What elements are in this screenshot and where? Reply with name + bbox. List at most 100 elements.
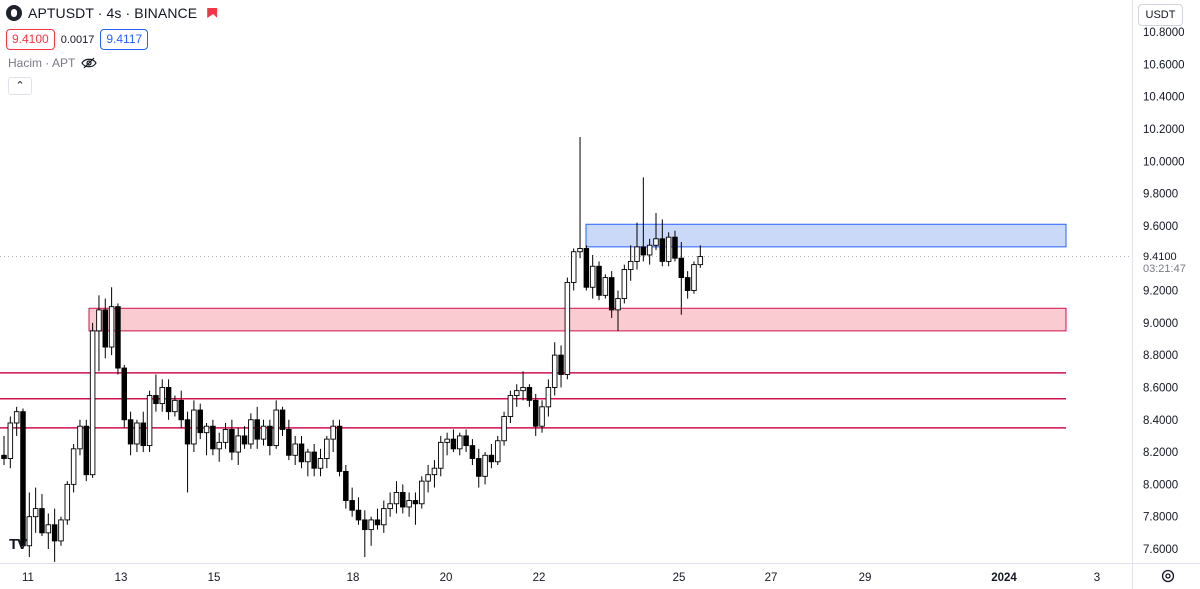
candle-body[interactable] bbox=[197, 409, 203, 434]
candle-body[interactable] bbox=[153, 395, 159, 405]
candle-body[interactable] bbox=[159, 386, 165, 405]
candle-body[interactable] bbox=[476, 458, 482, 477]
candle-body[interactable] bbox=[77, 425, 83, 450]
candle-body[interactable] bbox=[640, 246, 647, 256]
sell-price-button[interactable]: 9.4100 bbox=[6, 29, 55, 50]
candle-body[interactable] bbox=[412, 500, 419, 505]
candle-body[interactable] bbox=[222, 428, 229, 443]
candle-body[interactable] bbox=[355, 509, 362, 521]
candle-body[interactable] bbox=[254, 419, 260, 440]
candle-body[interactable] bbox=[279, 409, 286, 430]
candle-body[interactable] bbox=[184, 419, 191, 445]
supply-zone-rectangle[interactable] bbox=[585, 223, 1067, 248]
candle-body[interactable] bbox=[140, 422, 147, 447]
candle-body[interactable] bbox=[336, 425, 343, 472]
candle-body[interactable] bbox=[532, 399, 539, 427]
candle-body[interactable] bbox=[646, 244, 653, 256]
candle-body[interactable] bbox=[362, 519, 368, 531]
candle-body[interactable] bbox=[89, 330, 96, 476]
candle-body[interactable] bbox=[570, 251, 577, 283]
candle-body[interactable] bbox=[102, 309, 109, 348]
candle-body[interactable] bbox=[697, 256, 704, 266]
candle-body[interactable] bbox=[602, 277, 609, 296]
candle-body[interactable] bbox=[241, 435, 248, 445]
candle-body[interactable] bbox=[608, 277, 615, 311]
eye-crossed-icon[interactable] bbox=[81, 57, 98, 69]
candle-body[interactable] bbox=[349, 500, 355, 511]
candle-body[interactable] bbox=[583, 248, 590, 288]
candle-body[interactable] bbox=[634, 246, 640, 262]
candle-body[interactable] bbox=[596, 265, 602, 296]
candle-body[interactable] bbox=[172, 399, 178, 413]
buy-price-button[interactable]: 9.4117 bbox=[100, 29, 149, 50]
candle-body[interactable] bbox=[20, 411, 26, 547]
candle-body[interactable] bbox=[39, 508, 45, 534]
candle-body[interactable] bbox=[108, 306, 115, 348]
candle-body[interactable] bbox=[621, 269, 628, 300]
candle-body[interactable] bbox=[545, 386, 552, 408]
candle-body[interactable] bbox=[494, 440, 501, 463]
candle-body[interactable] bbox=[615, 298, 621, 311]
candle-body[interactable] bbox=[7, 422, 14, 459]
candle-body[interactable] bbox=[286, 428, 292, 456]
gear-icon[interactable] bbox=[1160, 568, 1176, 584]
candle-body[interactable] bbox=[70, 448, 77, 485]
candle-body[interactable] bbox=[330, 425, 336, 440]
candle-body[interactable] bbox=[513, 390, 520, 396]
candle-body[interactable] bbox=[83, 425, 90, 476]
candle-body[interactable] bbox=[381, 508, 387, 526]
candle-body[interactable] bbox=[678, 257, 685, 279]
tradingview-logo[interactable]: TV bbox=[9, 536, 27, 553]
candle-body[interactable] bbox=[178, 399, 184, 421]
candle-body[interactable] bbox=[444, 438, 450, 443]
candle-body[interactable] bbox=[577, 248, 583, 253]
candle-body[interactable] bbox=[64, 483, 71, 521]
volume-label[interactable]: Hacim · APT bbox=[8, 56, 76, 70]
candle-body[interactable] bbox=[298, 443, 305, 463]
candle-body[interactable] bbox=[438, 441, 444, 469]
candle-body[interactable] bbox=[311, 451, 317, 469]
candle-body[interactable] bbox=[51, 524, 58, 542]
candle-body[interactable] bbox=[146, 395, 153, 447]
candle-body[interactable] bbox=[216, 441, 222, 450]
candle-body[interactable] bbox=[488, 454, 495, 463]
candle-body[interactable] bbox=[665, 236, 672, 262]
candle-body[interactable] bbox=[589, 265, 596, 288]
candle-body[interactable] bbox=[501, 416, 507, 442]
candle-body[interactable] bbox=[305, 451, 311, 463]
candle-body[interactable] bbox=[551, 354, 558, 388]
candle-body[interactable] bbox=[558, 354, 564, 375]
candle-body[interactable] bbox=[248, 419, 254, 445]
candle-body[interactable] bbox=[317, 458, 324, 469]
candle-body[interactable] bbox=[627, 260, 634, 270]
candle-body[interactable] bbox=[482, 454, 488, 477]
candle-body[interactable] bbox=[457, 435, 463, 450]
candle-body[interactable] bbox=[26, 516, 33, 547]
candle-body[interactable] bbox=[235, 435, 241, 453]
candle-body[interactable] bbox=[324, 438, 330, 459]
collapse-legend-button[interactable]: ⌃ bbox=[8, 77, 32, 95]
candle-body[interactable] bbox=[469, 445, 476, 459]
candle-body[interactable] bbox=[45, 524, 52, 534]
candle-body[interactable] bbox=[526, 386, 533, 401]
candle-body[interactable] bbox=[96, 309, 102, 332]
candle-body[interactable] bbox=[539, 406, 545, 427]
candle-body[interactable] bbox=[127, 419, 134, 445]
candle-body[interactable] bbox=[653, 238, 659, 246]
currency-select-button[interactable]: USDT bbox=[1138, 4, 1183, 26]
candle-body[interactable] bbox=[450, 438, 457, 450]
candle-body[interactable] bbox=[659, 238, 666, 262]
candle-body[interactable] bbox=[374, 519, 381, 526]
candle-body[interactable] bbox=[121, 367, 128, 421]
candle-body[interactable] bbox=[393, 492, 400, 505]
candle-body[interactable] bbox=[165, 386, 172, 413]
candle-body[interactable] bbox=[684, 277, 691, 291]
candle-body[interactable] bbox=[564, 281, 571, 375]
candle-body[interactable] bbox=[260, 425, 267, 440]
candle-body[interactable] bbox=[58, 519, 64, 542]
candle-body[interactable] bbox=[115, 306, 121, 369]
candle-body[interactable] bbox=[203, 425, 210, 434]
candle-body[interactable] bbox=[267, 425, 273, 447]
candle-body[interactable] bbox=[672, 236, 678, 259]
